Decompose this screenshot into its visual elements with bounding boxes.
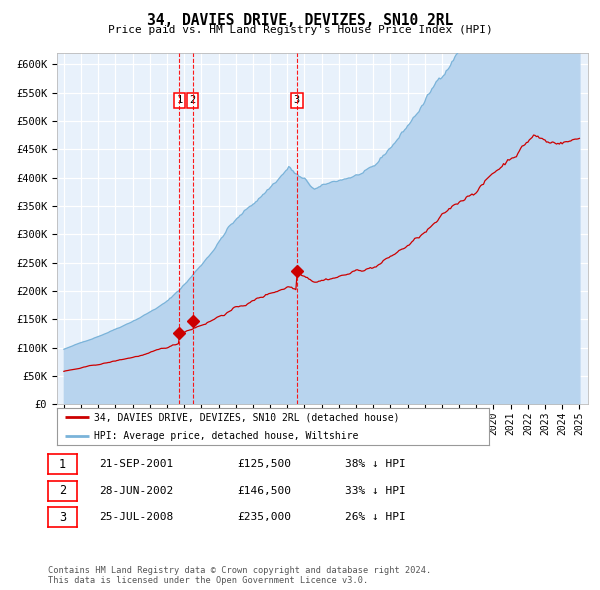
- Text: 2: 2: [190, 96, 196, 106]
- Text: 1: 1: [59, 458, 66, 471]
- Text: 28-JUN-2002: 28-JUN-2002: [99, 486, 173, 496]
- Text: 2: 2: [59, 484, 66, 497]
- Text: 33% ↓ HPI: 33% ↓ HPI: [345, 486, 406, 496]
- Text: 25-JUL-2008: 25-JUL-2008: [99, 513, 173, 522]
- Text: 34, DAVIES DRIVE, DEVIZES, SN10 2RL (detached house): 34, DAVIES DRIVE, DEVIZES, SN10 2RL (det…: [94, 412, 399, 422]
- Text: 21-SEP-2001: 21-SEP-2001: [99, 460, 173, 469]
- Text: 34, DAVIES DRIVE, DEVIZES, SN10 2RL: 34, DAVIES DRIVE, DEVIZES, SN10 2RL: [147, 13, 453, 28]
- Text: 3: 3: [59, 511, 66, 524]
- Text: 1: 1: [176, 96, 182, 106]
- Text: Contains HM Land Registry data © Crown copyright and database right 2024.
This d: Contains HM Land Registry data © Crown c…: [48, 566, 431, 585]
- Text: 26% ↓ HPI: 26% ↓ HPI: [345, 513, 406, 522]
- Text: HPI: Average price, detached house, Wiltshire: HPI: Average price, detached house, Wilt…: [94, 431, 358, 441]
- Text: £235,000: £235,000: [237, 513, 291, 522]
- Text: £125,500: £125,500: [237, 460, 291, 469]
- Text: £146,500: £146,500: [237, 486, 291, 496]
- Text: 38% ↓ HPI: 38% ↓ HPI: [345, 460, 406, 469]
- Text: Price paid vs. HM Land Registry's House Price Index (HPI): Price paid vs. HM Land Registry's House …: [107, 25, 493, 35]
- Text: 3: 3: [294, 96, 300, 106]
